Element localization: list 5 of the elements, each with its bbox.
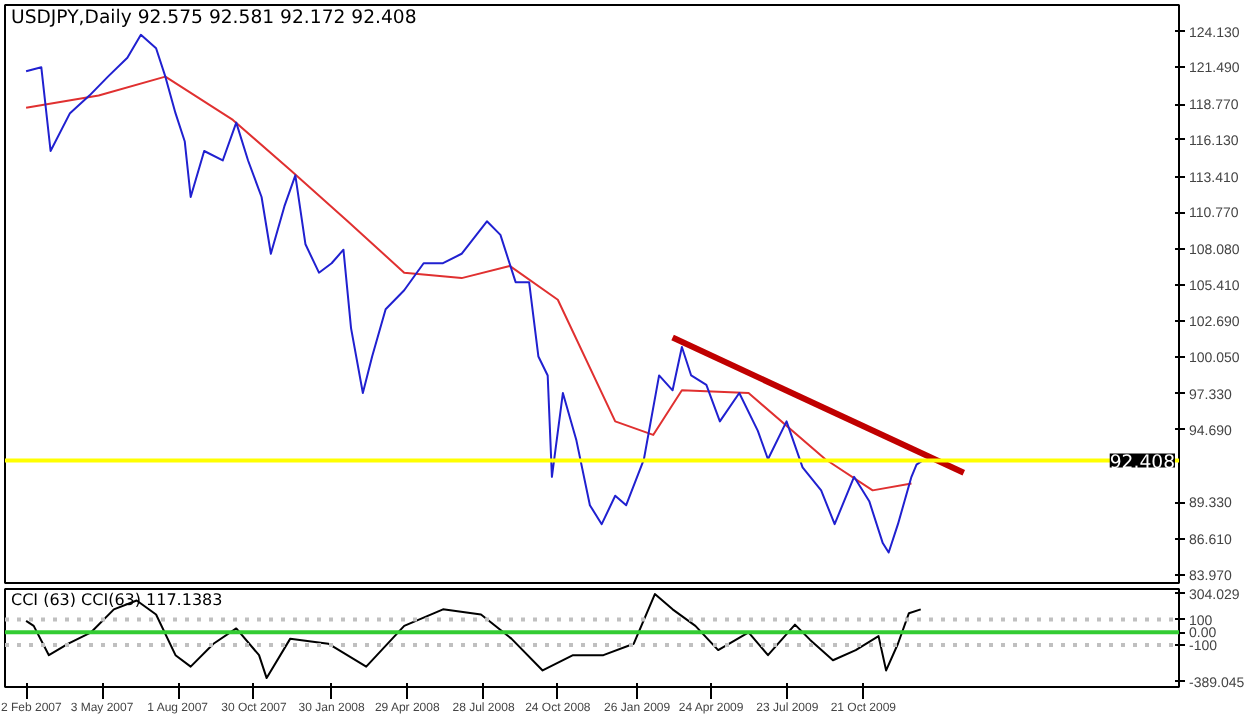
line-series bbox=[25, 33, 924, 554]
ref-line-label: 92.408 bbox=[1109, 451, 1176, 474]
chart-title: CCI (63) CCI(63) 117.1383 bbox=[11, 591, 223, 609]
chart-title: USDJPY,Daily 92.575 92.581 92.172 92.408 bbox=[11, 7, 417, 29]
line-series bbox=[25, 75, 913, 492]
